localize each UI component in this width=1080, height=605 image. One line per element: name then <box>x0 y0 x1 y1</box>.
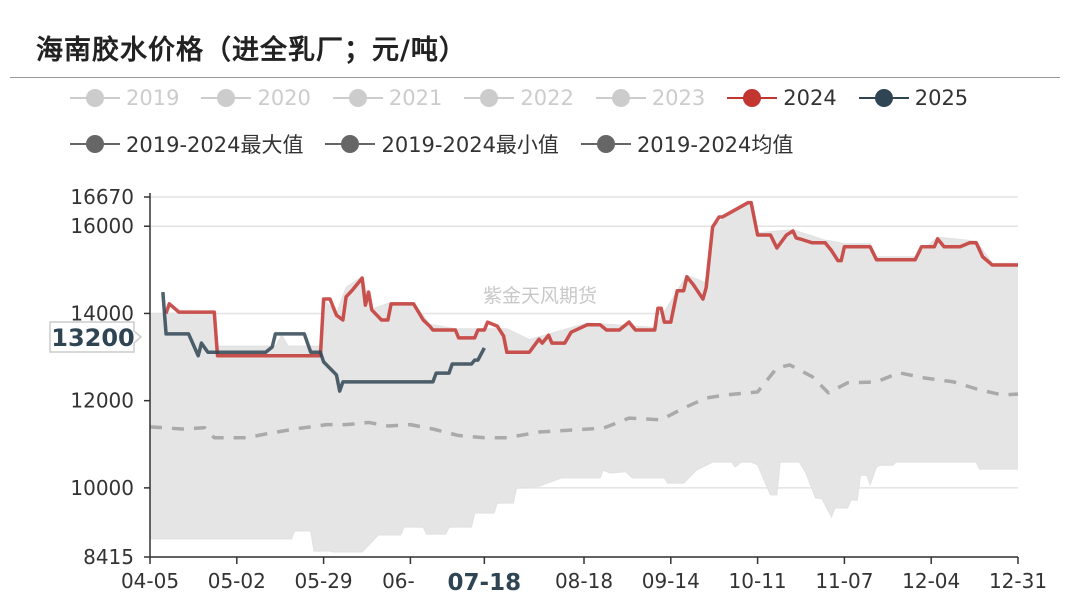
x-tick-label: 12-04 <box>902 569 960 593</box>
legend-label: 2019-2024最大值 <box>126 133 304 157</box>
legend-line-circle-icon <box>70 89 120 107</box>
x-tick-label: 04-05 <box>121 569 179 593</box>
legend-label: 2021 <box>388 86 443 110</box>
legend-line-circle-icon <box>858 89 909 107</box>
series-lines <box>149 200 1019 440</box>
legend-label: 2020 <box>257 86 311 110</box>
grid-lines <box>150 196 1018 558</box>
title-divider <box>10 77 1060 78</box>
legend-line-circle-icon <box>70 135 120 153</box>
legend-label: 2025 <box>914 86 969 110</box>
y-tick-label: 8415 <box>83 545 134 569</box>
min-max-band <box>149 200 1018 553</box>
x-tick-label: 06- <box>382 569 415 593</box>
legend-item-2022[interactable]: 2022 <box>464 86 574 110</box>
legend-item-2024[interactable]: 2024 <box>727 86 837 110</box>
legend-item-2019[interactable]: 2019 <box>70 86 179 110</box>
x-axis-pointer-label: 07-18 <box>448 570 522 596</box>
max-min-area <box>150 201 1018 552</box>
y-axis-pointer-value: 13200 <box>51 324 135 352</box>
legend-line-circle-icon <box>580 135 631 153</box>
y-tick-label: 10000 <box>70 476 134 500</box>
legend-label: 2022 <box>520 86 574 110</box>
x-tick-label: 12-31 <box>989 569 1047 593</box>
legend-line-circle-icon <box>201 89 252 107</box>
legend-line-circle-icon <box>727 89 778 107</box>
chart-title: 海南胶水价格（进全乳厂；元/吨） <box>36 35 467 66</box>
y-tick-label: 14000 <box>70 301 134 325</box>
legend-item-2023[interactable]: 2023 <box>595 86 706 110</box>
series-min-line <box>150 461 1018 553</box>
legend-label: 2019 <box>126 86 180 110</box>
y-axis-pointer-label: 13200 <box>49 321 143 353</box>
y-tick-label: 16000 <box>70 214 134 238</box>
legend-row-2: 2019-2024最大值 2019-2024最小值 2019-2024均值 <box>70 129 815 159</box>
legend-item-2019-2024最大值[interactable]: 2019-2024最大值 <box>70 129 303 159</box>
legend-line-circle-icon <box>325 135 376 153</box>
legend-item-2020[interactable]: 2020 <box>201 86 311 110</box>
legend-label: 2024 <box>783 86 837 110</box>
legend-line-circle-icon <box>464 89 515 107</box>
series-line-2025 <box>161 291 486 393</box>
x-tick-label: 09-14 <box>642 569 700 593</box>
x-tick-label: 08-18 <box>555 569 613 593</box>
series-line-avg <box>149 363 1019 440</box>
y-tick-label: 16670 <box>70 185 134 209</box>
legend-item-2019-2024均值[interactable]: 2019-2024均值 <box>580 129 794 159</box>
legend-label: 2019-2024均值 <box>636 133 794 157</box>
legend-row-1: 2019 2020 2021 2022 2023 2024 2025 <box>70 86 990 110</box>
legend-item-2021[interactable]: 2021 <box>332 86 443 110</box>
series-max-line <box>149 200 1018 347</box>
x-tick-label: 10-11 <box>729 569 787 593</box>
y-tick-label: 12000 <box>70 389 134 413</box>
legend-label: 2023 <box>651 86 706 110</box>
x-tick-label: 05-02 <box>208 569 266 593</box>
axes: 8415 10000 12000 14000 16000 16670 04-05 05-02 0… <box>70 185 1047 596</box>
legend-line-circle-icon <box>332 89 383 107</box>
series-line-2024 <box>164 200 1018 358</box>
x-tick-label: 05-29 <box>295 569 353 593</box>
legend-item-2025[interactable]: 2025 <box>858 86 969 110</box>
x-tick-label: 11-07 <box>815 569 873 593</box>
legend-label: 2019-2024最小值 <box>381 133 559 157</box>
legend-item-2019-2024最小值[interactable]: 2019-2024最小值 <box>325 129 559 159</box>
legend-line-circle-icon <box>595 89 646 107</box>
watermark: 紫金天风期货 <box>483 285 597 307</box>
